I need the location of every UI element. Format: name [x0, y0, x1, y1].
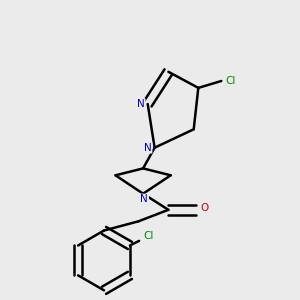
Text: Cl: Cl	[143, 231, 154, 241]
Text: O: O	[200, 202, 208, 212]
Text: N: N	[137, 99, 145, 109]
Text: N: N	[144, 143, 152, 153]
Text: N: N	[140, 194, 148, 205]
Text: Cl: Cl	[225, 76, 236, 86]
